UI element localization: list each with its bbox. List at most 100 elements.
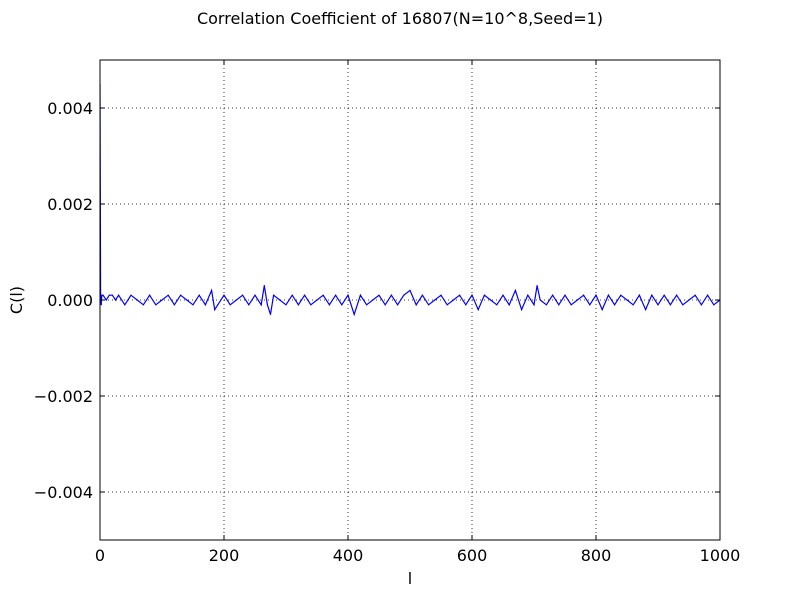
series-point (192, 304, 194, 306)
series-point (471, 294, 473, 296)
series-point (266, 304, 268, 306)
series-point (167, 294, 169, 296)
series-point (149, 294, 151, 296)
series-point (421, 294, 423, 296)
series-point (595, 294, 597, 296)
series-point (124, 304, 126, 306)
series-point (527, 294, 529, 296)
series-point (229, 304, 231, 306)
series-point (576, 299, 579, 301)
series-point (607, 294, 610, 296)
series-point (403, 294, 405, 296)
series-point (694, 294, 696, 296)
series-point (273, 294, 275, 296)
series-point (434, 299, 436, 301)
series-point (415, 304, 417, 306)
series-point (713, 304, 715, 306)
series-point (279, 299, 281, 301)
x-tick-label: 0 (95, 546, 105, 565)
series-layer (100, 83, 720, 317)
series-point (477, 309, 479, 311)
series-point (669, 304, 672, 306)
series-point (514, 289, 517, 291)
series-point (651, 294, 653, 296)
series-point (645, 309, 647, 311)
series-point (223, 294, 225, 296)
series-point (353, 313, 355, 315)
series-point (155, 304, 157, 306)
series-point (180, 294, 182, 296)
series-line (100, 83, 720, 317)
series-point (459, 294, 461, 296)
series-point (372, 299, 374, 301)
series-point (663, 294, 665, 296)
series-point (632, 304, 634, 306)
x-tick-label: 200 (209, 546, 240, 565)
series-point (508, 304, 510, 306)
x-tick-label: 800 (581, 546, 612, 565)
series-point (490, 299, 492, 301)
y-tick-label: 0.002 (47, 195, 93, 214)
series-point (304, 294, 306, 296)
series-point (322, 294, 324, 296)
series-point (682, 304, 684, 306)
series-point (428, 304, 430, 306)
series-point (614, 304, 616, 306)
series-point (269, 313, 272, 315)
series-point (114, 299, 117, 301)
series-point (533, 304, 535, 306)
y-tick-label: −0.002 (34, 387, 93, 406)
series-point (620, 294, 622, 296)
series-point (105, 299, 107, 301)
series-point (173, 304, 175, 306)
series-point (601, 309, 603, 311)
series-point (100, 304, 102, 306)
series-point (291, 294, 293, 296)
y-tick-label: 0.000 (47, 291, 93, 310)
series-point (552, 294, 554, 296)
series-point (285, 304, 287, 306)
series-point (496, 304, 498, 306)
series-point (583, 294, 585, 296)
tick-layer: 0 200 400 600 800 1000 0.004 0.002 0.000 −0.002 −0… (34, 60, 741, 565)
y-tick-label: 0.004 (47, 99, 93, 118)
series-point (384, 304, 386, 306)
series-point (118, 294, 120, 296)
series-point (564, 294, 566, 296)
y-tick-label: −0.004 (34, 483, 93, 502)
series-point (142, 304, 144, 306)
series-point (465, 304, 467, 306)
series-point (483, 294, 485, 296)
series-point (161, 299, 163, 301)
series-point (136, 299, 138, 301)
series-point (211, 289, 213, 291)
series-point (328, 304, 330, 306)
series-point (707, 294, 709, 296)
series-point (378, 294, 380, 296)
series-point (214, 309, 216, 311)
series-point (108, 294, 110, 296)
series-point (626, 299, 628, 301)
series-point (359, 294, 361, 296)
series-point (130, 294, 132, 296)
series-point (198, 294, 200, 296)
series-point (446, 304, 448, 306)
series-point (347, 294, 349, 296)
x-axis-label: l (408, 569, 412, 588)
series-point (217, 304, 219, 306)
series-point (316, 299, 318, 301)
series-point (397, 304, 399, 306)
grid-layer (100, 60, 720, 540)
series-point (248, 304, 250, 306)
series-point (688, 299, 690, 301)
series-point (700, 304, 703, 306)
series-point (589, 304, 591, 306)
series-point (186, 299, 188, 301)
series-point (335, 294, 337, 296)
chart-title: Correlation Coefficient of 16807(N=10^8,… (196, 9, 604, 28)
series-point (310, 304, 312, 306)
series-point (366, 304, 368, 306)
x-tick-label: 1000 (700, 546, 741, 565)
series-point (242, 294, 244, 296)
